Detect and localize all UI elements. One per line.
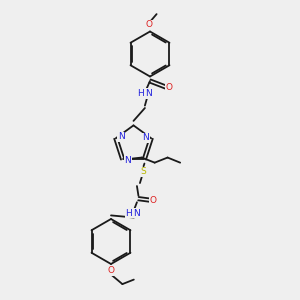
Text: N: N <box>118 132 124 141</box>
Text: O: O <box>150 196 157 205</box>
Text: N: N <box>146 89 152 98</box>
Text: S: S <box>140 167 146 176</box>
Text: H: H <box>125 208 132 217</box>
Text: N: N <box>124 156 131 165</box>
Text: O: O <box>107 266 115 275</box>
Text: H: H <box>137 89 144 98</box>
Text: O: O <box>166 82 173 91</box>
Text: N: N <box>134 208 140 217</box>
Text: N: N <box>142 133 149 142</box>
Text: O: O <box>145 20 152 29</box>
